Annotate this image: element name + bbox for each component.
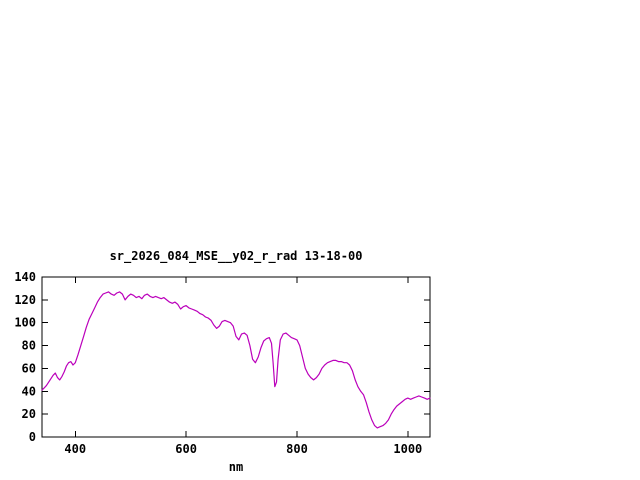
y-tick-label: 0 — [29, 430, 36, 444]
y-tick-label: 120 — [14, 293, 36, 307]
y-tick-label: 40 — [22, 384, 36, 398]
x-tick-label: 800 — [286, 442, 308, 456]
plot-border — [41, 276, 431, 438]
y-tick-label: 60 — [22, 361, 36, 375]
x-tick-label: 1000 — [393, 442, 422, 456]
spectrum-line — [41, 291, 431, 429]
x-tick-label: 600 — [175, 442, 197, 456]
chart-title: sr_2026_084_MSE__y02_r_rad 13-18-00 — [109, 249, 363, 263]
y-tick-label: 20 — [22, 407, 36, 421]
y-tick-label: 80 — [22, 339, 36, 353]
y-tick-label: 100 — [14, 316, 36, 330]
x-axis-label: nm — [228, 460, 244, 474]
y-tick-label: 140 — [14, 270, 36, 284]
x-tick-label: 400 — [64, 442, 86, 456]
